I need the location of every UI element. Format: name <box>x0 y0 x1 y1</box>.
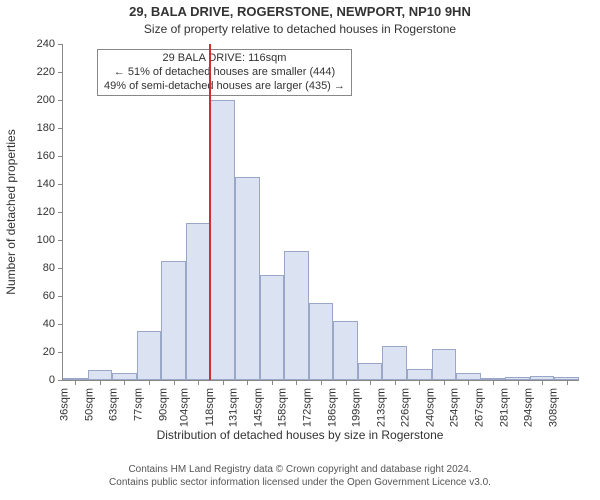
histogram-bar <box>456 373 481 380</box>
x-tick-mark <box>346 380 347 385</box>
histogram-bar <box>333 321 358 380</box>
histogram-bar <box>260 275 285 380</box>
x-tick-mark <box>124 380 125 385</box>
x-tick-mark <box>296 380 297 385</box>
x-tick-label: 104sqm <box>179 388 191 427</box>
y-tick-label: 80 <box>43 262 55 274</box>
y-tick-mark <box>58 128 63 129</box>
x-tick-label: 254sqm <box>449 388 461 427</box>
x-tick-mark <box>493 380 494 385</box>
x-tick-label: 131sqm <box>228 388 240 427</box>
histogram-bar <box>161 261 186 380</box>
histogram-bar <box>407 369 432 380</box>
histogram-bar <box>235 177 260 380</box>
y-tick-mark <box>58 44 63 45</box>
x-axis-label: Distribution of detached houses by size … <box>0 428 600 442</box>
footer-line: Contains public sector information licen… <box>0 477 600 490</box>
y-tick-label: 200 <box>37 94 55 106</box>
annotation-line: 49% of semi-detached houses are larger (… <box>104 80 345 94</box>
chart-title-line2: Size of property relative to detached ho… <box>0 22 600 36</box>
histogram-bar <box>88 370 113 380</box>
x-tick-label: 90sqm <box>157 388 169 421</box>
x-tick-mark <box>75 380 76 385</box>
y-tick-mark <box>58 156 63 157</box>
y-tick-label: 240 <box>37 38 55 50</box>
histogram-bar <box>309 303 334 380</box>
histogram-bar <box>112 373 137 380</box>
x-tick-label: 63sqm <box>108 388 120 421</box>
y-axis-label: Number of detached properties <box>4 129 18 294</box>
x-tick-mark <box>444 380 445 385</box>
x-tick-mark <box>149 380 150 385</box>
x-tick-label: 226sqm <box>400 388 412 427</box>
y-tick-mark <box>58 268 63 269</box>
histogram-bar <box>186 223 211 380</box>
x-tick-mark <box>395 380 396 385</box>
x-tick-label: 145sqm <box>252 388 264 427</box>
x-tick-mark <box>174 380 175 385</box>
y-tick-label: 160 <box>37 150 55 162</box>
histogram-bar <box>382 346 407 380</box>
x-tick-mark <box>370 380 371 385</box>
y-tick-label: 40 <box>43 318 55 330</box>
y-tick-label: 180 <box>37 122 55 134</box>
y-tick-mark <box>58 296 63 297</box>
x-tick-label: 118sqm <box>204 388 216 426</box>
x-tick-mark <box>567 380 568 385</box>
plot-area: 29 BALA DRIVE: 116sqm← 51% of detached h… <box>62 44 579 381</box>
x-tick-label: 294sqm <box>523 388 535 427</box>
x-tick-label: 172sqm <box>301 388 313 427</box>
y-tick-mark <box>58 184 63 185</box>
y-tick-mark <box>58 324 63 325</box>
x-tick-label: 267sqm <box>473 388 485 427</box>
y-tick-label: 60 <box>43 290 55 302</box>
y-tick-label: 0 <box>49 374 55 386</box>
chart-title-line1: 29, BALA DRIVE, ROGERSTONE, NEWPORT, NP1… <box>0 4 600 19</box>
x-tick-mark <box>419 380 420 385</box>
x-tick-mark <box>542 380 543 385</box>
y-tick-label: 220 <box>37 66 55 78</box>
annotation-line: 29 BALA DRIVE: 116sqm <box>104 52 345 66</box>
histogram-bar <box>432 349 457 380</box>
x-tick-mark <box>272 380 273 385</box>
histogram-bar <box>358 363 383 380</box>
y-tick-label: 20 <box>43 346 55 358</box>
annotation-box: 29 BALA DRIVE: 116sqm← 51% of detached h… <box>97 49 352 96</box>
chart-root: 29, BALA DRIVE, ROGERSTONE, NEWPORT, NP1… <box>0 0 600 500</box>
histogram-bar <box>210 100 235 380</box>
x-tick-mark <box>198 380 199 385</box>
x-tick-label: 213sqm <box>375 388 387 427</box>
y-tick-label: 140 <box>37 178 55 190</box>
reference-line <box>209 44 211 380</box>
y-tick-mark <box>58 100 63 101</box>
x-tick-label: 308sqm <box>547 388 559 427</box>
footer-attribution: Contains HM Land Registry data © Crown c… <box>0 464 600 489</box>
x-tick-label: 36sqm <box>59 388 71 421</box>
y-tick-mark <box>58 380 63 381</box>
x-tick-label: 281sqm <box>498 388 510 427</box>
x-tick-label: 50sqm <box>83 388 95 421</box>
x-tick-label: 186sqm <box>326 388 338 427</box>
x-tick-mark <box>100 380 101 385</box>
annotation-line: ← 51% of detached houses are smaller (44… <box>104 66 345 80</box>
histogram-bar <box>137 331 162 380</box>
y-tick-label: 100 <box>37 234 55 246</box>
x-tick-mark <box>518 380 519 385</box>
x-tick-mark <box>468 380 469 385</box>
x-tick-label: 199sqm <box>351 388 363 427</box>
y-tick-label: 120 <box>37 206 55 218</box>
y-tick-mark <box>58 352 63 353</box>
footer-line: Contains HM Land Registry data © Crown c… <box>0 464 600 477</box>
x-tick-label: 158sqm <box>277 388 289 427</box>
histogram-bar <box>284 251 309 380</box>
y-tick-mark <box>58 72 63 73</box>
x-tick-mark <box>247 380 248 385</box>
x-tick-mark <box>223 380 224 385</box>
x-tick-label: 240sqm <box>424 388 436 427</box>
y-tick-mark <box>58 240 63 241</box>
x-tick-label: 77sqm <box>132 388 144 421</box>
y-tick-mark <box>58 212 63 213</box>
x-tick-mark <box>321 380 322 385</box>
